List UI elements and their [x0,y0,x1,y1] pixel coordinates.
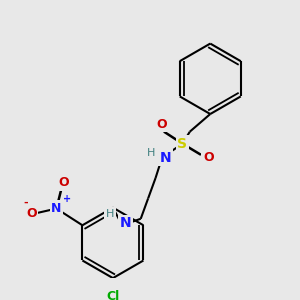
Text: N: N [51,202,62,215]
Text: -: - [23,198,28,208]
Text: Cl: Cl [106,290,119,300]
Text: +: + [63,194,71,204]
Text: O: O [157,118,167,131]
Text: S: S [177,137,188,151]
Text: N: N [120,216,132,230]
Text: H: H [106,209,114,219]
Text: O: O [26,207,37,220]
Text: N: N [160,151,172,165]
Text: O: O [58,176,69,189]
Text: O: O [203,151,214,164]
Text: H: H [147,148,155,158]
